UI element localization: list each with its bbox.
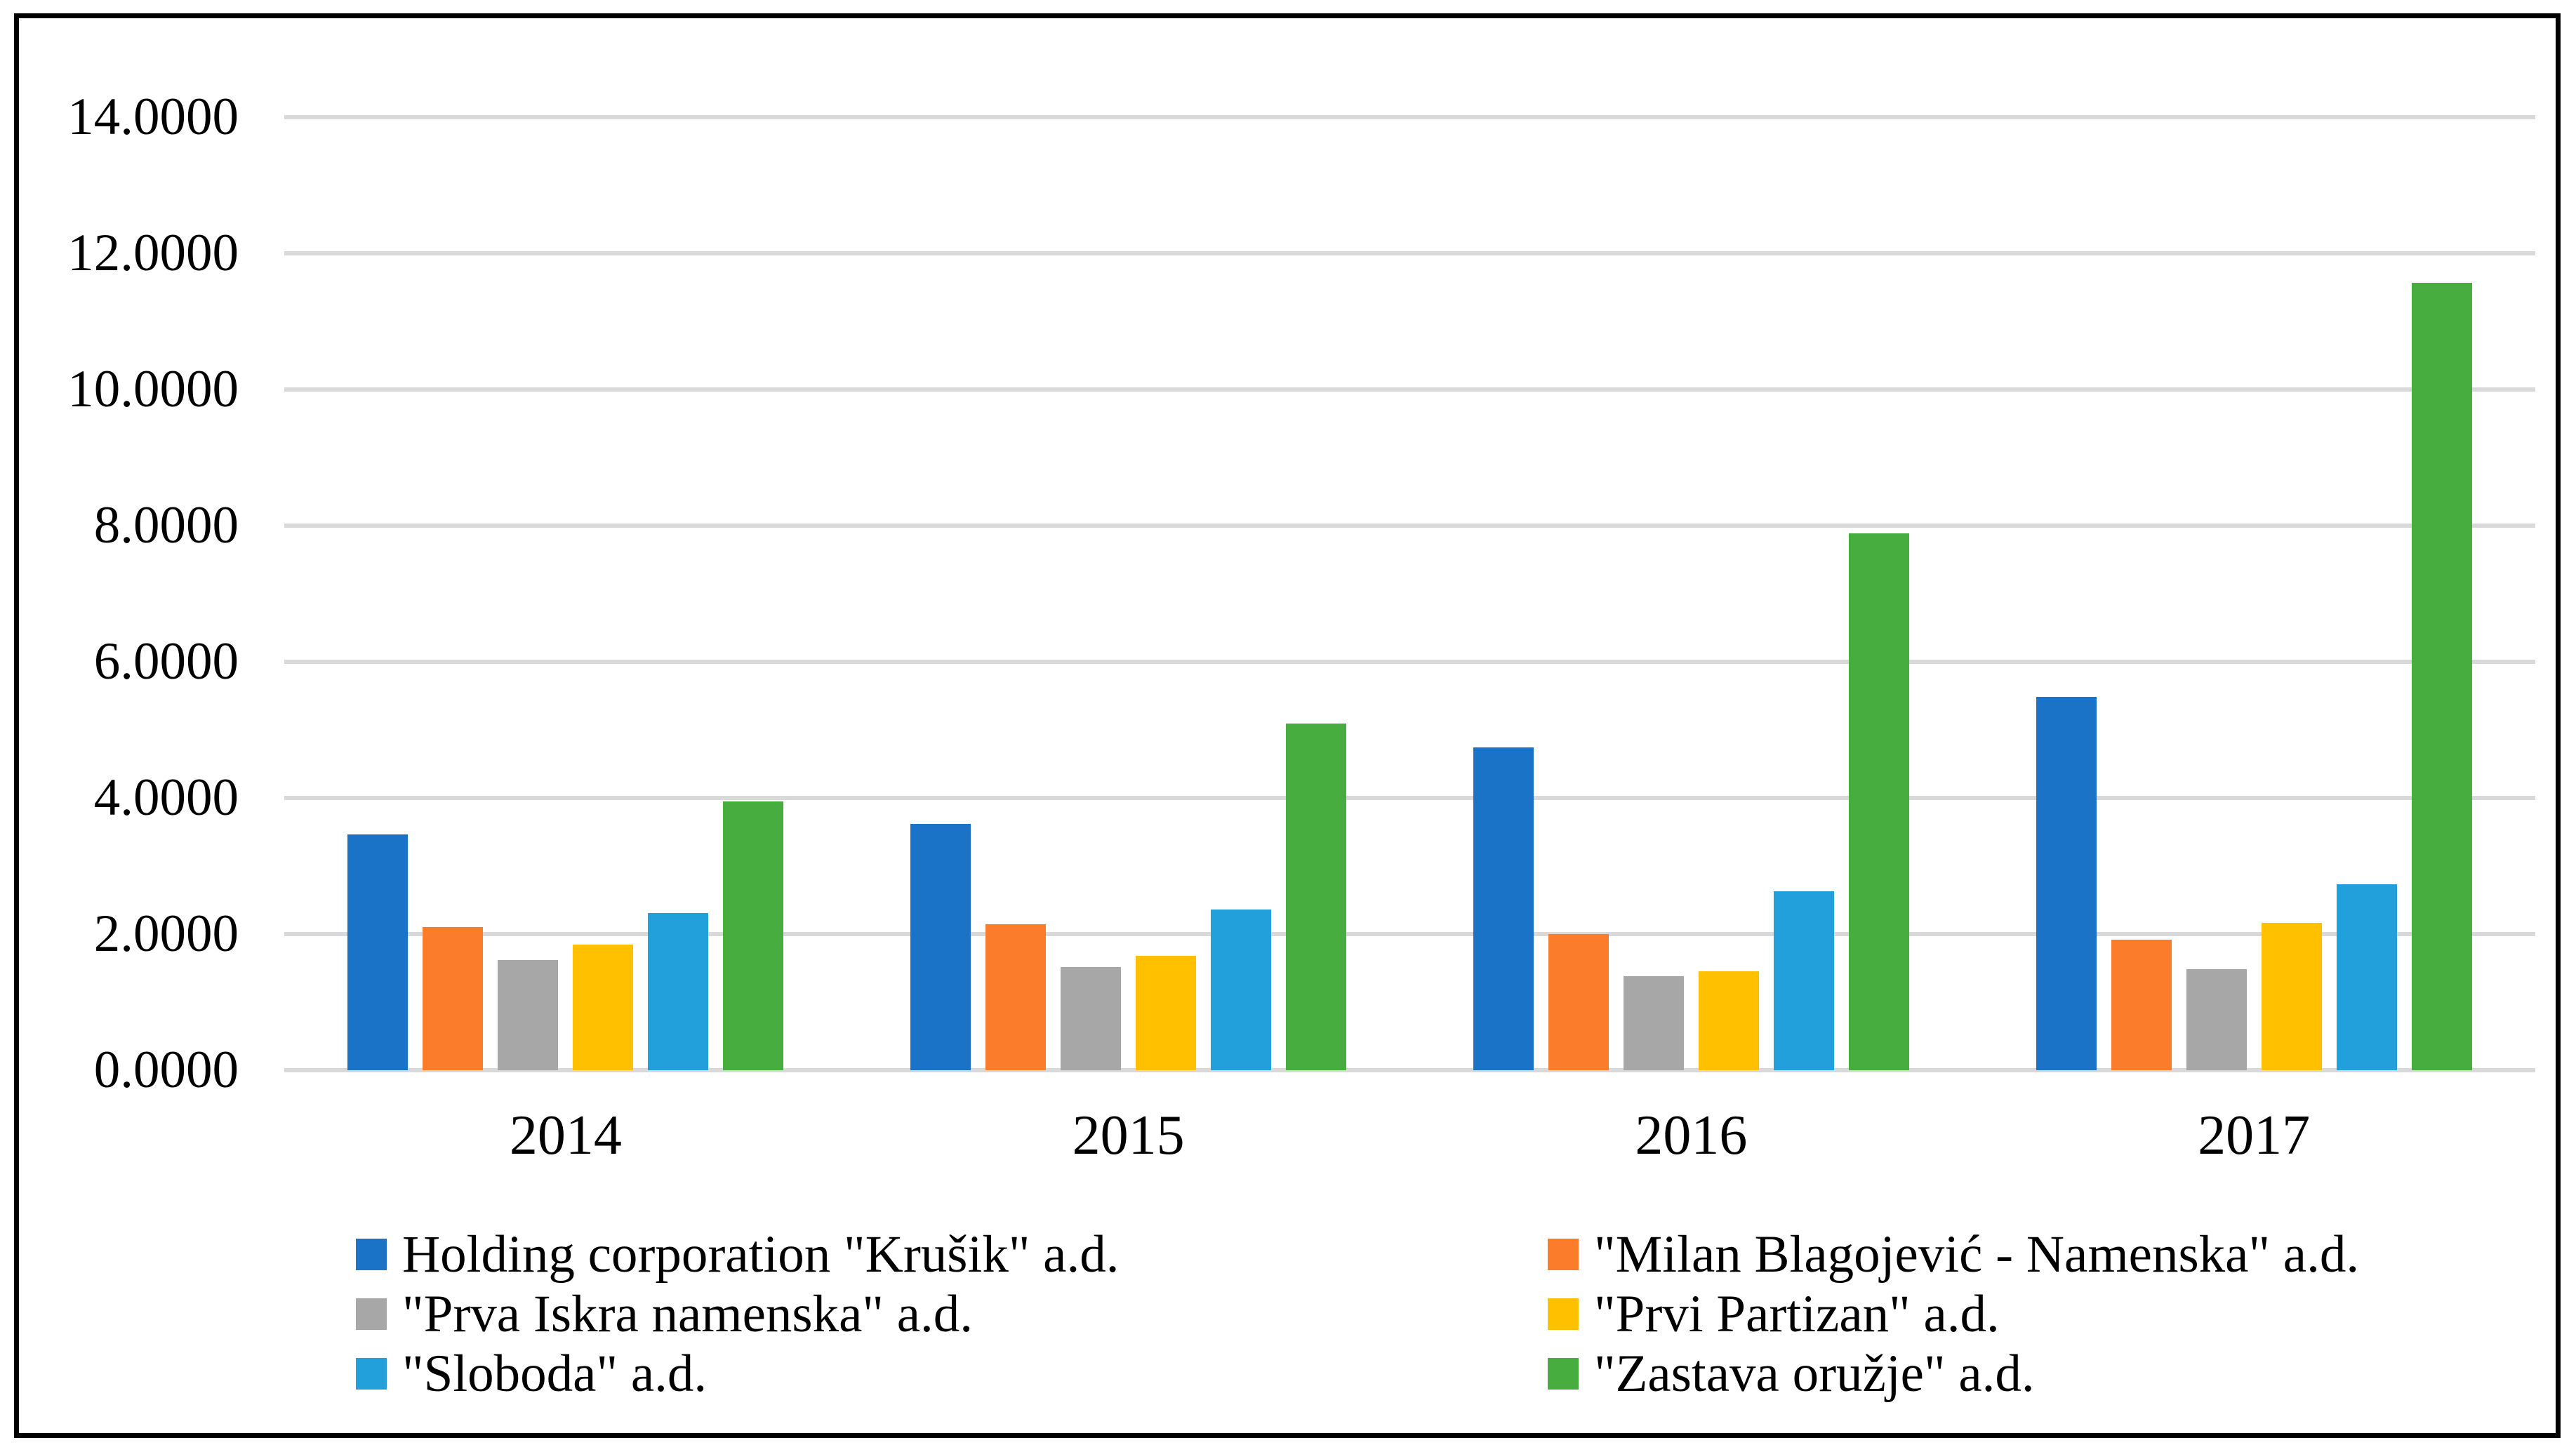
legend-label: "Zastava oružje" a.d.	[1594, 1345, 2035, 1403]
x-axis-category-label: 2017	[2198, 1105, 2311, 1166]
y-axis-tick-label: 8.0000	[93, 496, 239, 554]
legend-item: "Zastava oružje" a.d.	[1548, 1347, 2035, 1400]
bar	[648, 913, 708, 1070]
legend-item: "Sloboda" a.d.	[356, 1347, 707, 1400]
bar	[985, 924, 1046, 1070]
gridline	[284, 251, 2535, 255]
legend-swatch	[356, 1239, 387, 1270]
y-axis-tick-label: 10.0000	[67, 360, 239, 418]
y-axis-tick-label: 2.0000	[93, 905, 239, 963]
bar	[1286, 724, 1346, 1070]
gridline	[284, 660, 2535, 664]
gridline	[284, 1068, 2535, 1072]
y-axis-tick-label: 0.0000	[93, 1041, 239, 1099]
bar	[2412, 283, 2472, 1070]
gridline	[284, 387, 2535, 392]
legend-label: "Sloboda" a.d.	[402, 1345, 708, 1403]
bar	[1211, 910, 1271, 1070]
bar	[1473, 747, 1534, 1070]
bar	[2337, 884, 2397, 1070]
legend-swatch	[356, 1298, 387, 1330]
y-axis-tick-label: 4.0000	[93, 768, 239, 827]
bar	[2186, 969, 2247, 1070]
bar	[1061, 967, 1121, 1070]
legend-label: "Prva Iskra namenska" a.d.	[402, 1285, 974, 1343]
bar	[910, 824, 971, 1070]
y-axis-tick-label: 14.0000	[67, 88, 239, 146]
bar	[1699, 971, 1759, 1070]
gridline	[284, 796, 2535, 800]
plot-area	[284, 115, 2535, 1072]
bar	[2036, 697, 2097, 1070]
bar	[347, 834, 408, 1070]
bar	[2111, 940, 2172, 1070]
gridline	[284, 932, 2535, 936]
bar	[1548, 934, 1609, 1070]
bar	[1774, 891, 1834, 1070]
legend-item: Holding corporation "Krušik" a.d.	[356, 1228, 1119, 1281]
bar	[1624, 976, 1684, 1070]
legend-swatch	[356, 1358, 387, 1390]
legend-label: "Milan Blagojević - Namenska" a.d.	[1594, 1225, 2360, 1284]
bar	[723, 801, 783, 1070]
legend-item: "Prvi Partizan" a.d.	[1548, 1288, 2000, 1340]
y-axis-tick-label: 12.0000	[67, 224, 239, 282]
legend-item: "Milan Blagojević - Namenska" a.d.	[1548, 1228, 2359, 1281]
legend-swatch	[1548, 1358, 1579, 1390]
bar	[1136, 956, 1196, 1070]
y-axis-tick-label: 6.0000	[93, 632, 239, 691]
bar	[2262, 923, 2322, 1070]
legend-swatch	[1548, 1239, 1579, 1270]
legend-label: "Prvi Partizan" a.d.	[1594, 1285, 2000, 1343]
gridline	[284, 524, 2535, 528]
x-axis-category-label: 2014	[509, 1105, 622, 1166]
legend-label: Holding corporation "Krušik" a.d.	[402, 1225, 1120, 1284]
bar	[1849, 533, 1909, 1070]
x-axis-category-label: 2016	[1635, 1105, 1748, 1166]
bar	[573, 945, 633, 1070]
bar	[498, 960, 558, 1070]
legend-swatch	[1548, 1298, 1579, 1330]
x-axis-category-label: 2015	[1072, 1105, 1185, 1166]
legend-item: "Prva Iskra namenska" a.d.	[356, 1288, 973, 1340]
gridline	[284, 115, 2535, 119]
bar	[423, 927, 483, 1070]
